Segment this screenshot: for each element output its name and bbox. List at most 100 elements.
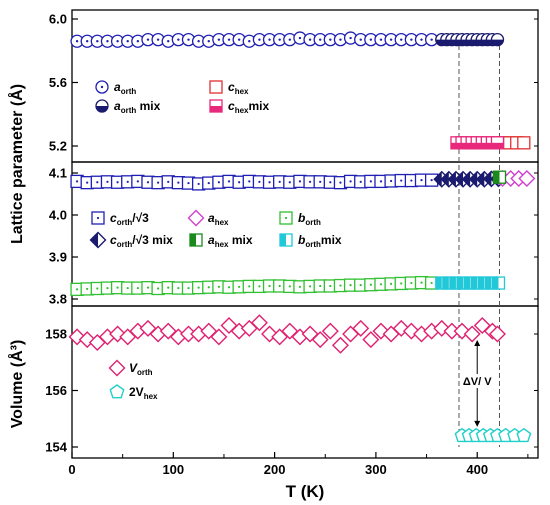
- delta-v-annotation: ΔV/ V: [463, 376, 492, 388]
- y-tick-label-middle: 4.1: [49, 166, 67, 181]
- legend-marker: [91, 211, 105, 225]
- data-point-dot: [116, 181, 119, 184]
- data-point-dot: [400, 38, 403, 41]
- data-point: [492, 170, 507, 184]
- legend-marker: [279, 211, 293, 225]
- data-point: [313, 279, 327, 293]
- data-point-dot: [410, 281, 413, 285]
- data-point-dot: [75, 180, 79, 183]
- data-point-fill: [469, 171, 478, 187]
- data-point: [343, 31, 358, 45]
- legend-marker: [95, 80, 109, 94]
- data-point-shape: [78, 331, 96, 349]
- data-point-fill: [441, 171, 449, 187]
- data-point: [252, 175, 267, 189]
- series-a-orth: [70, 31, 439, 48]
- legend-label: 2Vhex: [129, 385, 158, 401]
- legend-label: ahex: [208, 211, 229, 227]
- data-point-dot: [349, 36, 352, 40]
- data-point-dot: [96, 287, 99, 290]
- data-point: [202, 176, 216, 190]
- data-point-dot: [379, 38, 383, 41]
- data-point-dot: [146, 286, 150, 289]
- y-axis-title-volume: Volume (Å³): [7, 340, 26, 429]
- data-point: [262, 279, 277, 293]
- data-point-dot: [248, 180, 251, 183]
- data-point-fill: [464, 277, 471, 290]
- data-point-fill: [476, 171, 485, 187]
- data-point-dot: [227, 180, 231, 183]
- legend-label: corth/√3 mix: [110, 233, 173, 249]
- data-point-dot: [369, 283, 372, 286]
- data-point: [200, 322, 218, 340]
- data-point-shape: [250, 314, 268, 332]
- data-point-dot: [106, 40, 109, 43]
- data-point-dot: [106, 286, 109, 290]
- legend-label-main: c: [228, 99, 235, 113]
- data-point-shape: [453, 322, 471, 340]
- data-point-dot: [339, 181, 342, 184]
- legend-marker-shape: [109, 384, 125, 399]
- data-point-dot: [258, 180, 261, 183]
- data-point-dot: [136, 286, 139, 290]
- data-point-shape: [473, 317, 491, 335]
- data-point-dot: [268, 284, 271, 288]
- data-point-dot: [85, 40, 89, 43]
- legend-marker-fill: [210, 106, 222, 112]
- legend-label-sub: orth: [117, 240, 133, 249]
- data-point-shape: [109, 325, 127, 343]
- data-point-shape: [311, 331, 329, 349]
- data-point-dot: [278, 38, 281, 41]
- data-point-dot: [258, 38, 261, 41]
- data-point-dot: [329, 284, 332, 288]
- legend-marker-shape: [187, 209, 205, 227]
- data-point-dot: [126, 180, 129, 183]
- legend-label-main: c: [110, 211, 117, 225]
- data-point-dot: [339, 38, 342, 41]
- data-point-dot: [86, 181, 89, 184]
- data-point-dot: [400, 179, 403, 182]
- legend-entry: borth: [279, 211, 321, 227]
- data-point-box: [517, 136, 531, 150]
- data-point: [374, 174, 388, 189]
- x-tick-label: 200: [264, 462, 286, 477]
- legend-marker: [95, 99, 109, 113]
- data-point-dot: [288, 285, 291, 288]
- data-point-dot: [420, 281, 423, 284]
- data-point-dot: [410, 179, 413, 182]
- data-point-fill: [478, 277, 485, 290]
- data-point-shape: [516, 427, 532, 443]
- legend-label: ahex mix: [208, 233, 253, 249]
- data-point-fill: [483, 171, 492, 187]
- y-tick-label-top: 6.0: [49, 12, 67, 27]
- data-point: [321, 322, 339, 340]
- data-point-dot: [359, 38, 362, 41]
- data-point: [517, 136, 531, 150]
- legend-entry: corth/√3: [91, 211, 149, 227]
- data-point-dot: [217, 285, 220, 288]
- legend-label-sub: hex: [215, 240, 229, 249]
- x-tick-label: 300: [365, 462, 387, 477]
- data-point-fill: [485, 277, 492, 290]
- legend-label-sub: hex: [215, 218, 229, 227]
- data-point-dot: [298, 285, 302, 288]
- data-point-dot: [187, 181, 190, 185]
- data-point-dot: [298, 180, 302, 183]
- series-c-orth-3: [70, 173, 439, 191]
- data-point-dot: [258, 285, 261, 288]
- data-point: [491, 276, 506, 290]
- legend-label: corth/√3: [110, 211, 149, 227]
- data-point: [313, 175, 327, 189]
- legend-label-main: a: [208, 233, 215, 247]
- legend-label-sub: orth: [305, 218, 321, 227]
- data-point-dot: [197, 286, 200, 289]
- data-point-shape: [220, 317, 238, 335]
- legend-label-sub: hex: [144, 392, 158, 401]
- data-point: [242, 174, 256, 189]
- data-point: [424, 276, 439, 290]
- data-point-fill: [492, 277, 499, 290]
- data-point-dot: [96, 40, 99, 43]
- legend-marker: [89, 231, 107, 249]
- data-point-dot: [369, 180, 372, 183]
- legend-label: aorth: [114, 80, 136, 96]
